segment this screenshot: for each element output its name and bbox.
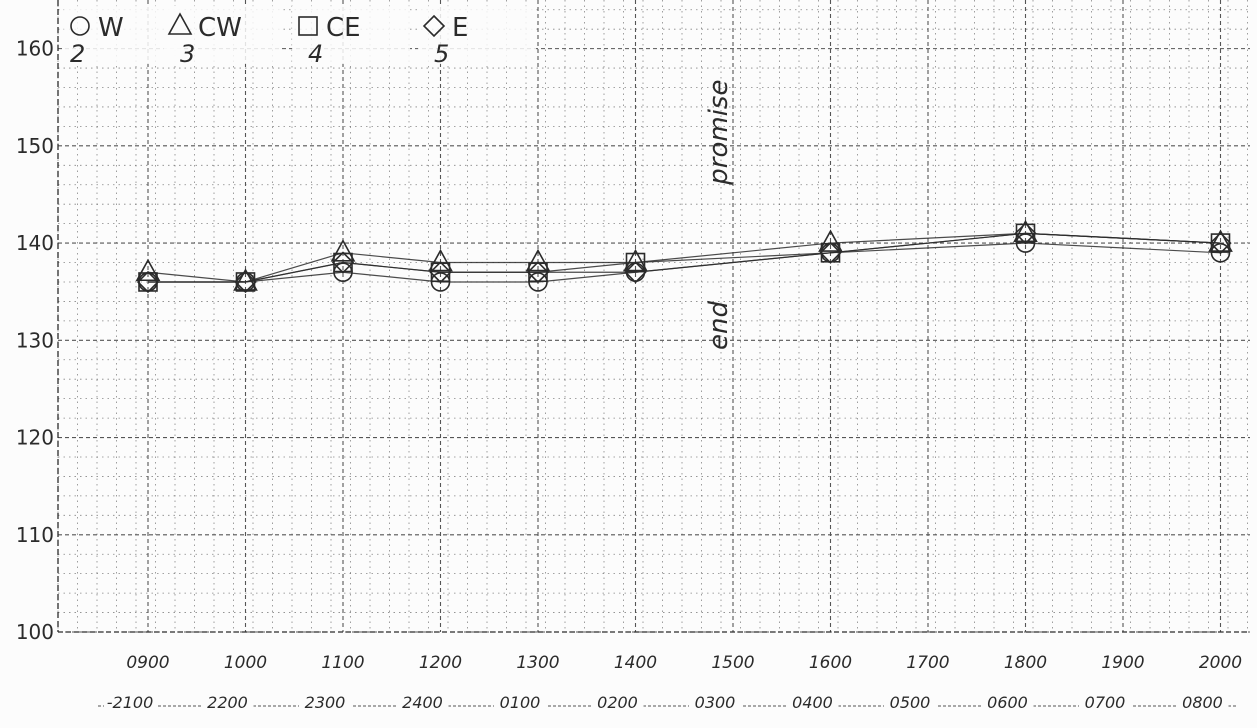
secondary-tick-backdrop bbox=[396, 692, 449, 712]
y-tick-label: 130 bbox=[16, 328, 54, 352]
legend-backdrop bbox=[418, 6, 536, 64]
legend-sub-cw: 3 bbox=[180, 40, 195, 68]
legend-sub-w: 2 bbox=[70, 40, 85, 68]
x-tick-label: 1900 bbox=[1101, 653, 1144, 673]
secondary-tick-backdrop bbox=[494, 692, 546, 712]
secondary-tick-backdrop bbox=[1176, 692, 1229, 712]
legend-sub-e: 5 bbox=[434, 40, 449, 68]
secondary-tick-label: 0100 bbox=[500, 693, 541, 712]
x-tick-label: 1100 bbox=[321, 653, 364, 673]
y-axis: 100 110 120 130 140 150 160 bbox=[16, 0, 59, 644]
legend: W2 CW3 CE4 E5 bbox=[64, 6, 536, 68]
x-tick-label: 0900 bbox=[126, 653, 169, 673]
secondary-tick-label: 0800 bbox=[1182, 693, 1223, 712]
y-tick-label: 100 bbox=[16, 620, 54, 644]
data-point-cw bbox=[525, 248, 551, 272]
legend-sub-ce: 4 bbox=[308, 40, 323, 68]
secondary-tick-backdrop bbox=[786, 692, 839, 712]
secondary-tick-backdrop bbox=[104, 692, 156, 712]
secondary-tick-backdrop bbox=[299, 692, 351, 712]
data-point-cw bbox=[1208, 229, 1233, 252]
y-tick-label: 150 bbox=[16, 134, 54, 158]
data-point-cw bbox=[330, 239, 356, 262]
data-point-e bbox=[234, 270, 257, 294]
data-point-cw bbox=[428, 248, 453, 272]
data-point-cw bbox=[1013, 219, 1038, 243]
legend-label-w: W bbox=[98, 13, 124, 43]
data-point-e bbox=[624, 261, 647, 284]
secondary-tick-label: 2300 bbox=[305, 693, 346, 712]
data-point-ce bbox=[625, 252, 646, 273]
legend-symbol-ce bbox=[298, 16, 318, 36]
legend-label-e: E bbox=[452, 13, 468, 43]
secondary-tick-label: 0600 bbox=[987, 693, 1028, 712]
y-tick-label: 120 bbox=[16, 426, 54, 450]
data-point-cw bbox=[623, 248, 648, 272]
annotation-promise: promise bbox=[704, 80, 734, 186]
x-axis: 0900 1000 1100 1200 1300 1400 1500 1600 1700 1800… bbox=[58, 631, 1250, 673]
data-point-cw bbox=[233, 268, 258, 291]
x-tick-label: 1000 bbox=[224, 653, 267, 673]
secondary-tick-label: 0300 bbox=[695, 693, 736, 712]
x-tick-label: 1200 bbox=[419, 653, 462, 673]
data-point-e bbox=[1014, 222, 1037, 245]
secondary-tick-label: 2400 bbox=[402, 693, 443, 712]
series-points bbox=[135, 219, 1233, 294]
secondary-tick-label: 0200 bbox=[597, 693, 638, 712]
secondary-tick-label: 0700 bbox=[1085, 693, 1126, 712]
secondary-tick-backdrop bbox=[884, 692, 936, 712]
y-tick-label: 110 bbox=[16, 523, 54, 547]
annotations: end promise bbox=[704, 80, 734, 350]
data-point-e bbox=[819, 241, 842, 264]
secondary-tick-backdrop bbox=[591, 692, 644, 712]
annotation-end: end bbox=[704, 301, 734, 350]
legend-symbol-w bbox=[70, 16, 90, 36]
data-point-cw bbox=[135, 258, 161, 282]
secondary-tick-label: 0500 bbox=[890, 693, 931, 712]
x-tick-label: 1700 bbox=[906, 653, 949, 673]
x-axis-secondary: -2100 2200 2300 2400 0100 0200 0300 0400 0500 060… bbox=[98, 692, 1238, 712]
legend-label-ce: CE bbox=[326, 13, 361, 43]
secondary-tick-label: 0400 bbox=[792, 693, 833, 712]
y-tick-label: 140 bbox=[16, 231, 54, 255]
x-tick-label: 1600 bbox=[809, 653, 852, 673]
x-tick-label: 1500 bbox=[711, 653, 754, 673]
legend-symbol-e bbox=[422, 14, 446, 38]
data-point-e bbox=[331, 251, 355, 274]
data-point-e bbox=[136, 270, 160, 294]
secondary-tick-backdrop bbox=[981, 692, 1034, 712]
secondary-tick-backdrop bbox=[201, 692, 254, 712]
legend-backdrop bbox=[164, 6, 282, 64]
x-tick-label: 1400 bbox=[614, 653, 657, 673]
legend-label-cw: CW bbox=[198, 13, 242, 43]
x-tick-label: 1300 bbox=[516, 653, 559, 673]
secondary-tick-backdrop bbox=[689, 692, 741, 712]
secondary-tick-backdrop bbox=[1079, 692, 1131, 712]
legend-symbol-cw bbox=[167, 12, 193, 35]
x-tick-label: 2000 bbox=[1199, 653, 1242, 673]
data-point-cw bbox=[818, 229, 843, 252]
grid-minor bbox=[57, 0, 1250, 632]
secondary-tick-label: -2100 bbox=[107, 693, 154, 712]
x-tick-label: 1800 bbox=[1004, 653, 1047, 673]
secondary-tick-label: 2200 bbox=[207, 693, 248, 712]
data-point-e bbox=[1209, 231, 1232, 255]
data-point-e bbox=[526, 261, 550, 284]
y-tick-label: 160 bbox=[16, 37, 54, 61]
data-point-e bbox=[429, 261, 452, 284]
